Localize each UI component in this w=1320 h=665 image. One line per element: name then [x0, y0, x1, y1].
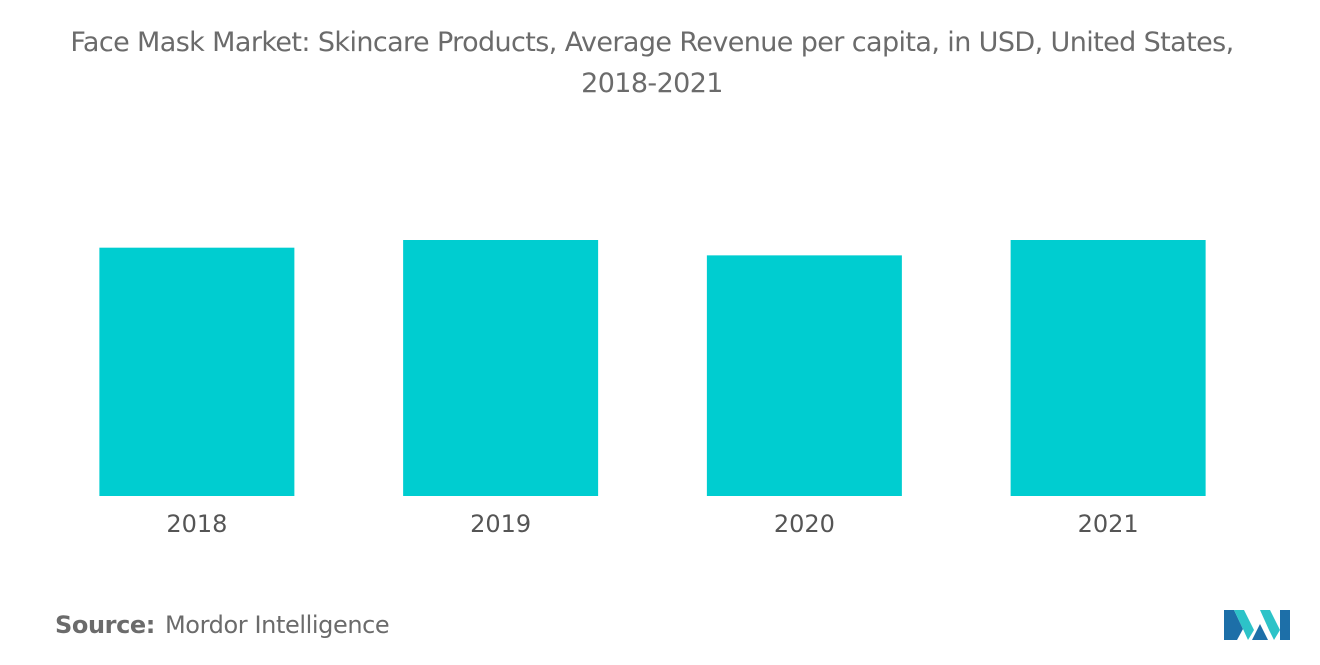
bar-2019: [403, 240, 599, 496]
source-text: Mordor Intelligence: [165, 611, 390, 639]
chart-title-line-1: Face Mask Market: Skincare Products, Ave…: [70, 27, 1234, 58]
chart-title: Face Mask Market: Skincare Products, Ave…: [0, 22, 1304, 104]
source-note: Source: Mordor Intelligence: [55, 611, 390, 639]
bar-2021: [1010, 240, 1206, 496]
bar-2018: [99, 247, 295, 496]
x-tick-label-2019: 2019: [470, 510, 531, 538]
chart-title-line-2: 2018-2021: [581, 68, 723, 99]
x-tick-label-2020: 2020: [774, 510, 835, 538]
bar-chart: 2018 2019 2020 2021: [99, 240, 1206, 538]
logo-shape-1: [1224, 610, 1243, 640]
logo-shape-3: [1252, 624, 1268, 640]
logo-shape-5: [1280, 610, 1290, 640]
logo-shape-4: [1260, 610, 1280, 640]
x-tick-label-2021: 2021: [1078, 510, 1139, 538]
x-tick-label-2018: 2018: [166, 510, 227, 538]
bar-2020: [706, 255, 902, 496]
source-label: Source:: [55, 611, 155, 639]
logo-shape-2: [1234, 610, 1254, 640]
mordor-intelligence-logo-icon: [1224, 610, 1290, 640]
